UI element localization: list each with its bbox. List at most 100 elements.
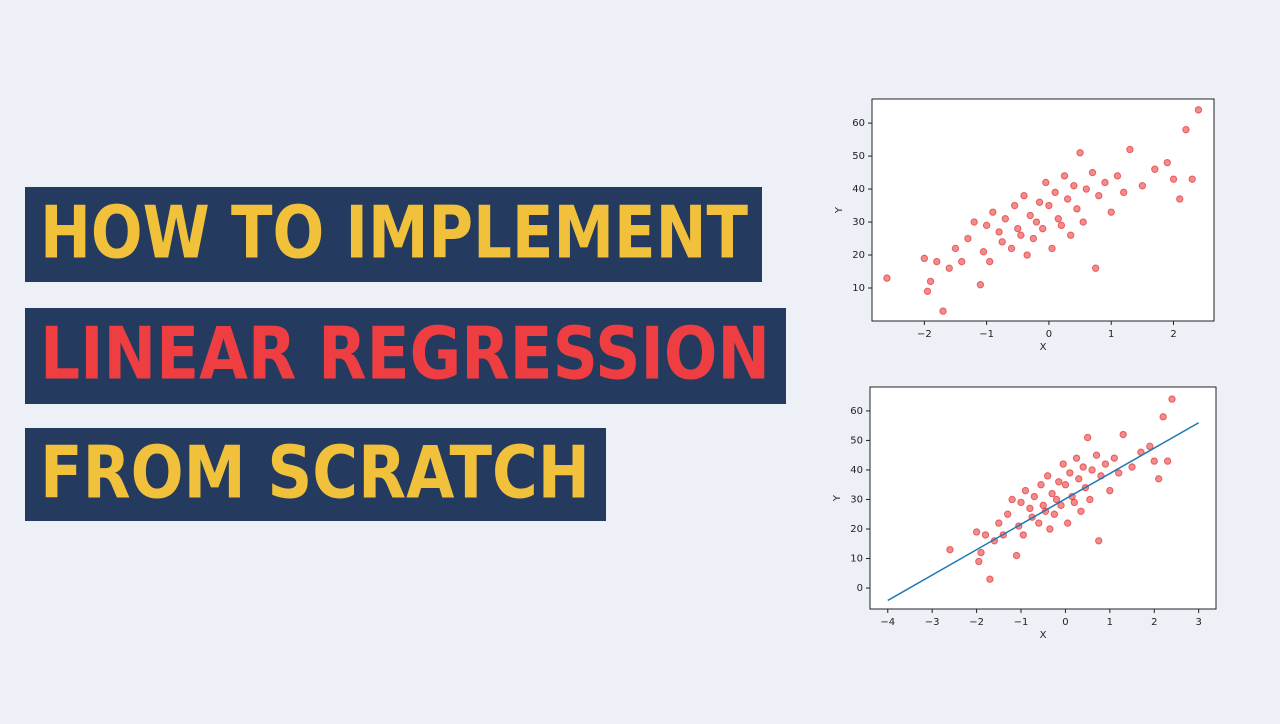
y-axis-label: Y [832,494,843,502]
scatter-point [1063,519,1072,527]
scatter-point [1128,463,1136,471]
scatter-point [926,277,935,286]
scatter-point [1061,481,1070,489]
scatter-point [1101,460,1110,468]
scatter-point [1019,531,1027,539]
scatter-point [1055,478,1063,486]
scatter-point [1188,175,1196,183]
scatter-point [946,545,954,554]
scatter-point [1008,495,1016,504]
scatter-point [964,234,972,243]
x-tick-label: −1 [979,329,994,340]
scatter-point [951,244,960,253]
scatter-point [995,228,1003,236]
scatter-point [995,519,1003,527]
scatter-point [1101,178,1109,187]
scatter-point [933,257,941,266]
scatter-point [1163,457,1172,465]
scatter-point [1070,498,1079,507]
scatter-point [1072,454,1081,462]
y-tick-label: 40 [852,184,865,195]
scatter-point [1155,475,1163,483]
scatter-point [1037,481,1045,489]
scatter-point [1063,195,1072,203]
x-tick-label: 3 [1195,617,1201,628]
scatter-point [1169,175,1178,183]
plot-area [871,98,1215,322]
scatter-point [1079,463,1087,471]
y-tick-label: 30 [850,494,863,505]
scatter-point [972,528,981,536]
scatter-point [1048,244,1056,253]
x-axis-label: X [1040,342,1047,353]
scatter-point [1042,178,1050,187]
scatter-point [1088,466,1096,474]
y-tick-label: 0 [857,583,863,594]
scatter-point [1086,495,1094,504]
scatter-point [1059,460,1067,468]
scatter-point [1113,172,1122,180]
y-tick-label: 10 [852,283,865,294]
scatter-point [1045,201,1053,210]
banner-box [25,308,786,404]
scatter-point [958,257,966,266]
y-tick-label: 50 [850,435,863,446]
scatter-point [1106,486,1114,495]
scatter-point [1079,218,1087,226]
scatter-point [1150,457,1158,465]
scatter-point [977,548,985,557]
scatter-point [1001,215,1010,223]
scatter-point [883,274,891,282]
scatter-point [1017,498,1025,507]
scatter-point [1010,201,1019,210]
x-tick-label: −4 [880,617,895,628]
y-tick-label: 60 [852,118,865,129]
y-axis-label: Y [834,206,845,214]
scatter-point [939,307,947,315]
scatter-point [1043,472,1052,480]
y-tick-label: 50 [852,151,865,162]
x-tick-label: 2 [1170,329,1176,340]
scatter-point [920,254,929,263]
scatter-point [1003,510,1012,518]
scatter-point [1007,244,1016,253]
banner-text: HOW TO IMPLEMENT [40,191,748,275]
y-tick-label: 30 [852,217,865,228]
scatter-point [975,557,983,566]
scatter-point [976,281,985,289]
scatter-point [1032,218,1041,226]
x-tick-label: 2 [1151,617,1157,628]
scatter-point [1014,224,1022,233]
scatter-point [1054,215,1062,223]
scatter-point [1020,191,1028,200]
scatter-point [970,218,978,226]
x-tick-label: −1 [1014,617,1029,628]
scatter-point [982,221,991,230]
y-tick-label: 60 [850,406,863,417]
scatter-point [1119,188,1128,197]
scatter-point [1035,519,1043,527]
scatter-point [989,208,997,216]
banner-text: FROM SCRATCH [40,431,590,515]
scatter-point [1126,145,1134,154]
scatter-point [1017,231,1025,239]
scatter-point [1023,251,1031,259]
x-tick-label: −3 [925,617,940,628]
scatter-point [1052,495,1061,504]
fit-line [887,422,1200,602]
plot-area [869,386,1217,610]
scatter-point [1115,469,1123,477]
scatter-point [986,257,994,266]
scatter-point [1012,551,1021,560]
scatter-point [1051,188,1059,197]
scatter-point [1030,492,1039,501]
scatter-point [1029,234,1038,243]
scatter-point [1092,451,1101,459]
scatter-point [1048,489,1056,498]
scatter-point [1057,221,1066,230]
scatter-point [979,248,988,256]
scatter-point [1138,182,1147,190]
scatter-point [1159,413,1167,421]
scatter-point [1077,507,1085,515]
scatter-point [1182,125,1190,134]
